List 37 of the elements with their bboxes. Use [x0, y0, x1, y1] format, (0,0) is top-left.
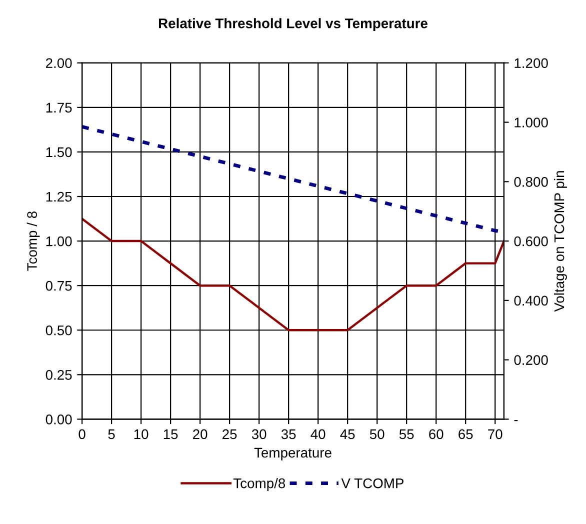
x-tick-label: 60: [429, 429, 444, 440]
y2-tick-label: -: [514, 420, 518, 422]
y2-tick-label: 0.600: [514, 236, 548, 246]
y-tick-label: 0.00: [46, 414, 72, 424]
y-tick-label: 2.00: [46, 58, 72, 68]
x-tick-label: 30: [252, 429, 266, 440]
y2-tick-label: 0.800: [514, 176, 548, 187]
y2-tick-label: 0.400: [514, 296, 548, 306]
x-tick-label: 35: [281, 429, 296, 440]
y-tick-label: 1.25: [46, 192, 72, 202]
x-tick-label: 15: [164, 429, 178, 440]
x-tick-label: 65: [458, 429, 473, 440]
y-tick-label: 0.25: [46, 370, 72, 380]
legend-label: Tcomp/8: [233, 478, 286, 491]
y-tick-label: 1.75: [46, 102, 72, 113]
x-tick-label: 45: [340, 429, 355, 440]
x-tick-label: 25: [222, 429, 237, 440]
y-tick-label: 0.75: [46, 280, 72, 291]
y2-axis-title: Voltage on TCOMP pin: [554, 171, 567, 312]
x-tick-label: 40: [310, 429, 326, 440]
y-tick-label: 1.50: [46, 147, 72, 158]
chart-title: Relative Threshold Level vs Temperature: [158, 18, 428, 32]
x-tick-label: 10: [134, 429, 148, 440]
y-tick-label: 0.50: [46, 325, 72, 336]
y2-tick-label: 1.000: [514, 118, 548, 128]
y-tick-label: 1.00: [46, 236, 72, 246]
x-tick-label: 0: [78, 429, 86, 440]
x-tick-label: 5: [108, 429, 115, 440]
y2-tick-label: 0.200: [514, 355, 548, 365]
x-axis-title: Temperature: [254, 448, 332, 460]
x-tick-label: 70: [488, 429, 502, 440]
x-tick-label: 50: [370, 429, 384, 440]
y2-tick-label: 1.200: [514, 58, 548, 68]
y-axis-title: Tcomp / 8: [26, 212, 40, 271]
legend-label: V TCOMP: [341, 478, 404, 488]
x-tick-label: 20: [193, 429, 208, 440]
x-tick-label: 55: [399, 429, 414, 440]
